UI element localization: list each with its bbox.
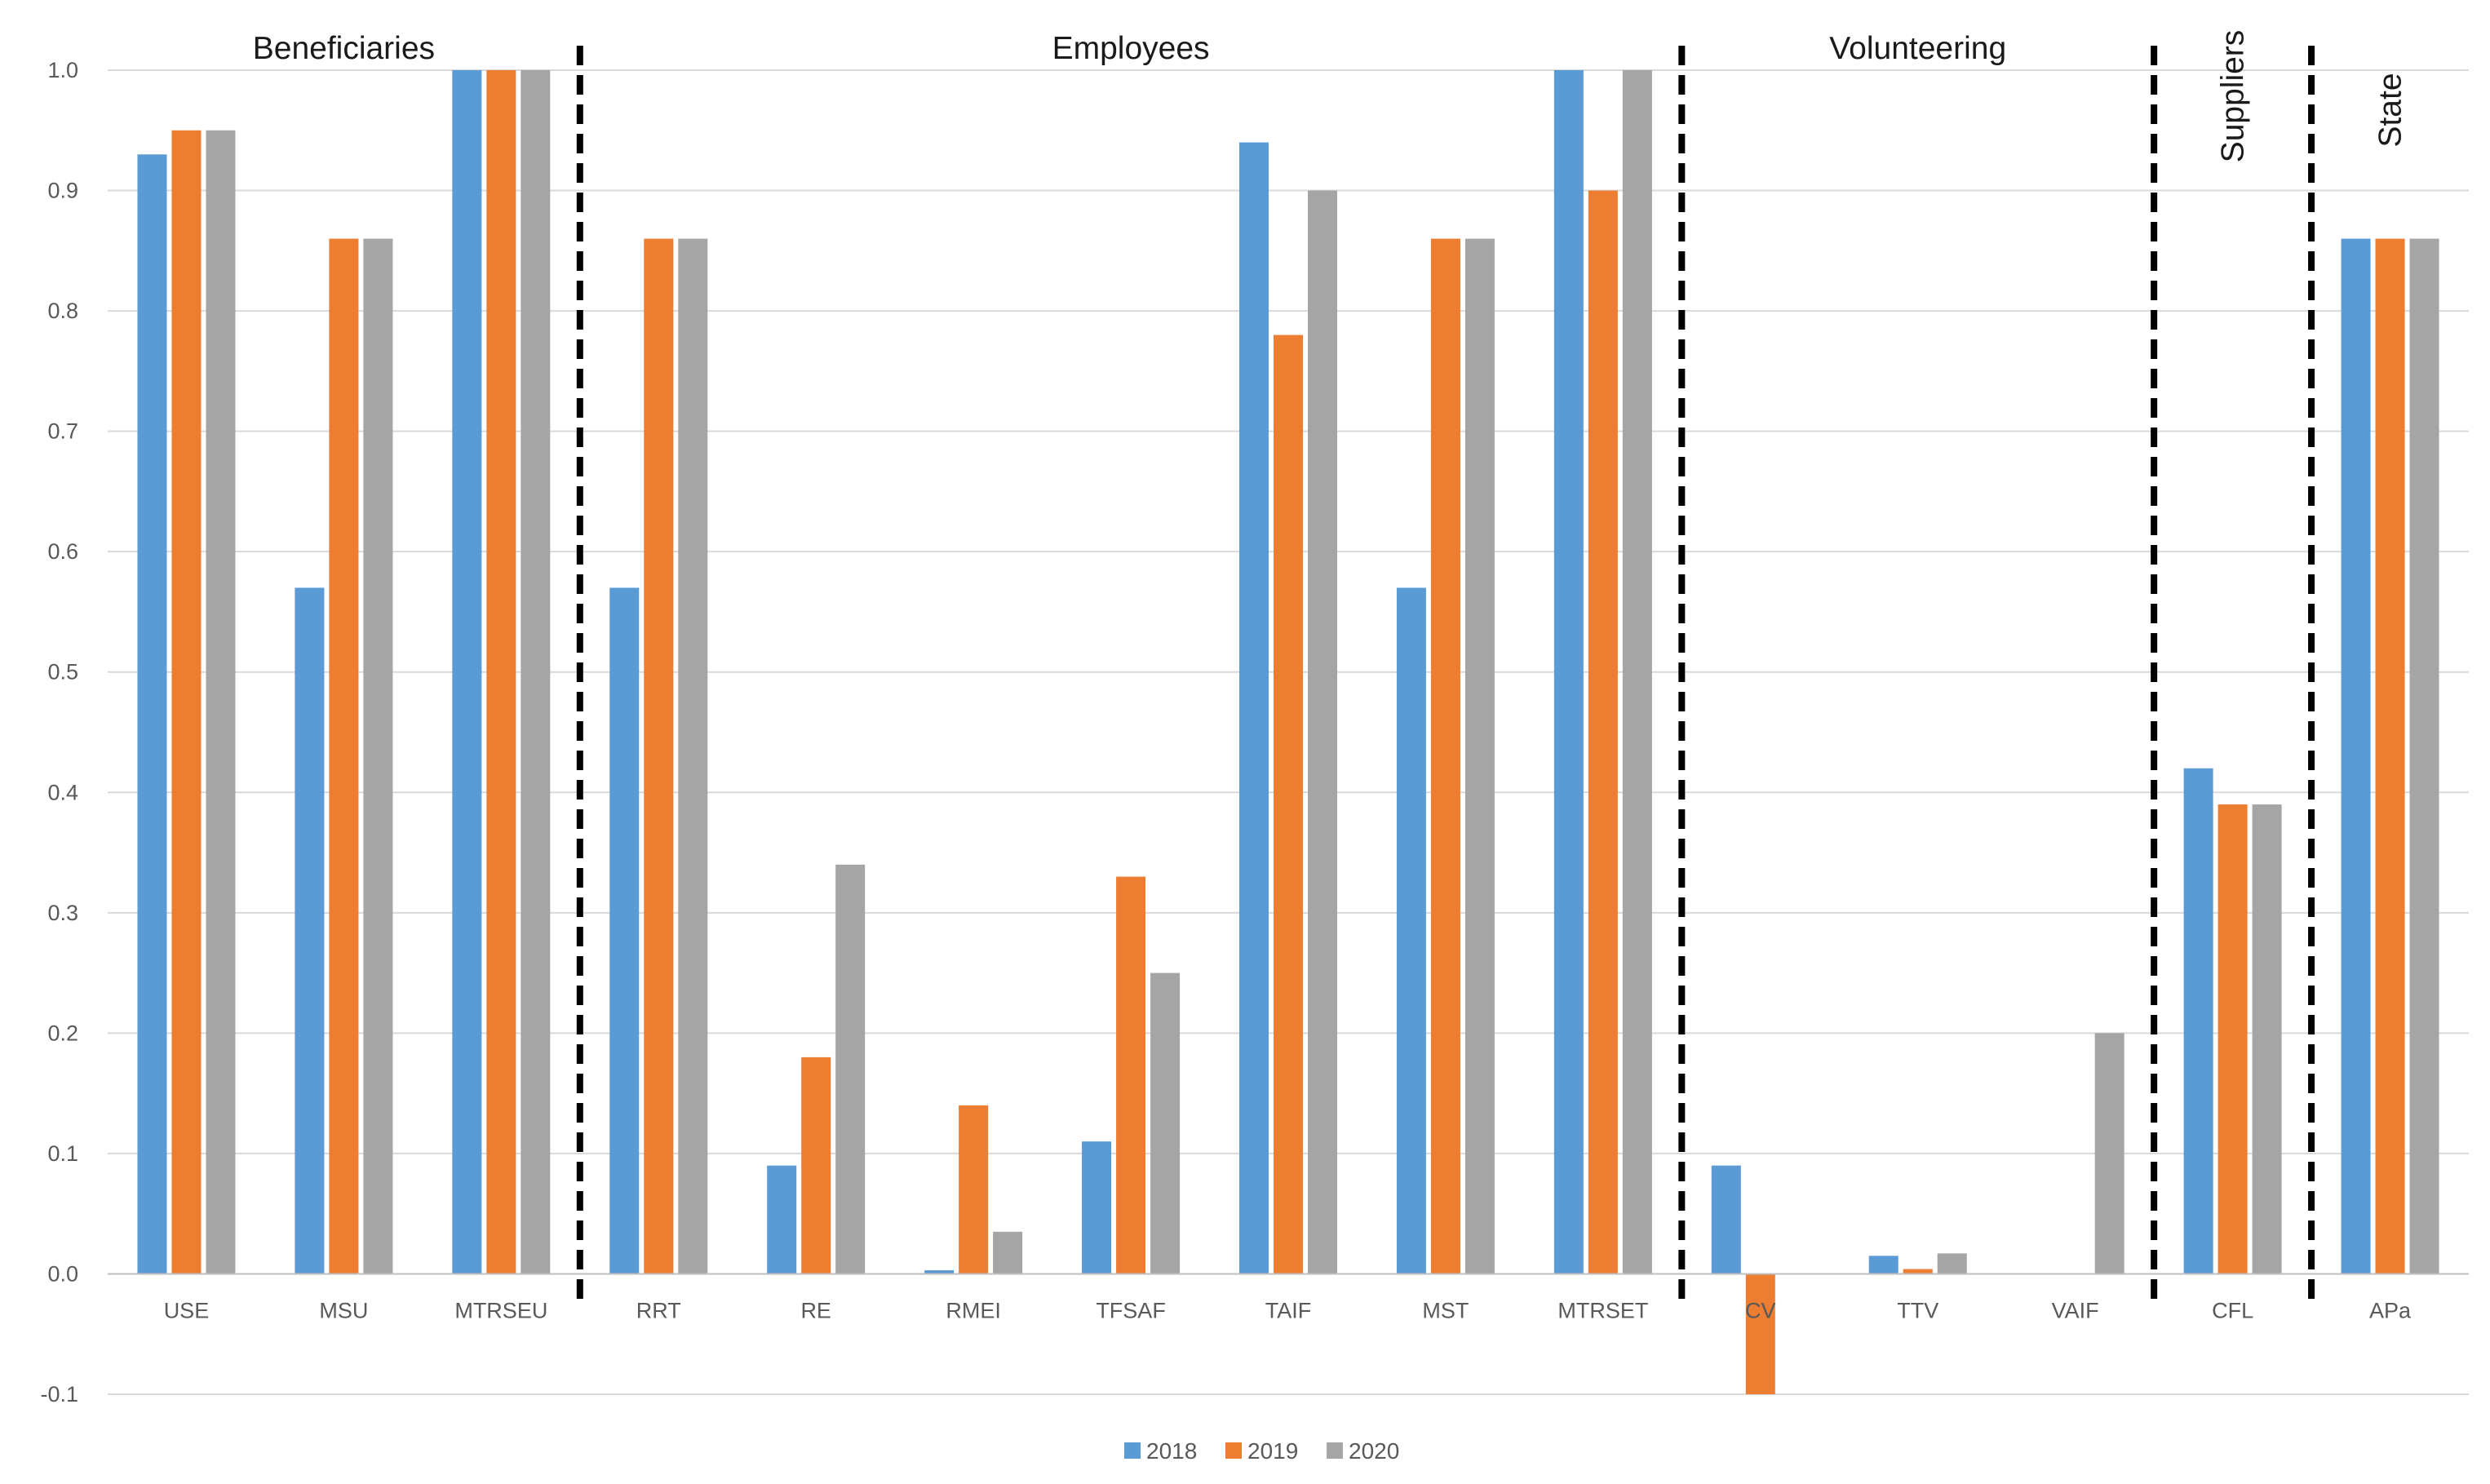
bar-2018-MST	[1396, 587, 1426, 1274]
bar-2019-MTRSEU	[486, 70, 516, 1274]
bar-2019-MTRSET	[1588, 190, 1618, 1274]
legend-label-2020: 2020	[1349, 1438, 1399, 1464]
bar-2020-VAIF	[2094, 1033, 2124, 1274]
bar-2020-MSU	[363, 238, 393, 1274]
bar-2019-MSU	[329, 238, 359, 1274]
y-tick-label: 0.1	[47, 1141, 78, 1166]
bar-2019-RMEI	[959, 1105, 989, 1274]
x-tick-label: MSU	[319, 1298, 368, 1322]
y-tick-label: 0.0	[47, 1261, 78, 1286]
bar-2018-TFSAF	[1082, 1141, 1112, 1274]
bar-2020-APa	[2409, 238, 2439, 1274]
y-tick-label: 0.9	[47, 179, 78, 203]
x-tick-label: MTRSEU	[454, 1298, 547, 1322]
bar-2019-APa	[2375, 238, 2405, 1274]
bar-2018-MTRSEU	[452, 70, 482, 1274]
y-tick-label: 0.7	[47, 419, 78, 444]
bar-2020-MST	[1464, 238, 1495, 1274]
bar-2020-RRT	[678, 238, 708, 1274]
x-tick-label: USE	[164, 1298, 210, 1322]
bar-2019-TTV	[1903, 1269, 1933, 1274]
bar-2018-RMEI	[924, 1270, 955, 1274]
group-label-employees: Employees	[1052, 31, 1210, 66]
bar-2019-TAIF	[1274, 334, 1303, 1274]
group-dividers	[576, 46, 2315, 1299]
bar-2020-CFL	[2252, 804, 2282, 1274]
x-tick-label: TFSAF	[1096, 1298, 1166, 1322]
y-tick-label: 1.0	[47, 58, 78, 82]
bar-2019-MST	[1430, 238, 1460, 1274]
y-tick-label: 0.6	[47, 539, 78, 564]
bar-2020-TTV	[1937, 1253, 1967, 1274]
bar-2018-APa	[2341, 238, 2371, 1274]
x-tick-label: APa	[2369, 1298, 2412, 1322]
x-tick-label: RE	[800, 1298, 831, 1322]
y-tick-label: 0.8	[47, 299, 78, 323]
y-axis-tick-labels: -0.1 0.0 0.1 0.2 0.3 0.4 0.5 0.6 0.7 0.8 0.9 1.0	[40, 58, 78, 1406]
y-tick-label: 0.2	[47, 1021, 78, 1045]
bar-2019-RRT	[644, 238, 674, 1274]
bar-2019-CFL	[2218, 804, 2248, 1274]
x-tick-label: VAIF	[2052, 1298, 2099, 1322]
x-axis-tick-labels: USE MSU MTRSEU RRT RE RMEI TFSAF TAIF MST MTRSET C…	[164, 1298, 2412, 1322]
y-tick-label: 0.4	[47, 780, 78, 804]
bar-2020-MTRSEU	[521, 70, 551, 1274]
legend-swatch-2019	[1225, 1442, 1242, 1459]
bar-2018-USE	[137, 154, 167, 1274]
y-tick-label: 0.3	[47, 901, 78, 925]
bar-2018-TAIF	[1239, 142, 1269, 1274]
bar-2019-CV	[1745, 1274, 1775, 1394]
bar-2018-CV	[1711, 1165, 1741, 1274]
bar-2019-RE	[801, 1057, 831, 1274]
bar-2018-CFL	[2183, 768, 2213, 1274]
y-tick-label: 0.5	[47, 660, 78, 684]
x-tick-label: TAIF	[1265, 1298, 1312, 1322]
group-label-suppliers: Suppliers	[2216, 30, 2251, 163]
x-tick-label: MST	[1422, 1298, 1469, 1322]
x-tick-label: RMEI	[946, 1298, 1001, 1322]
group-label-volunteering: Volunteering	[1829, 31, 2006, 66]
bar-2020-TAIF	[1308, 190, 1337, 1274]
bars	[137, 70, 2439, 1394]
legend-label-2018: 2018	[1146, 1438, 1197, 1464]
bar-2019-USE	[171, 130, 202, 1274]
bar-2020-USE	[206, 130, 236, 1274]
legend-swatch-2020	[1327, 1442, 1343, 1459]
bar-2020-RE	[835, 864, 866, 1274]
x-tick-label: TTV	[1897, 1298, 1938, 1322]
bar-2019-TFSAF	[1116, 876, 1146, 1274]
bar-2018-TTV	[1868, 1256, 1899, 1274]
bar-2018-RE	[767, 1165, 797, 1274]
bar-2020-TFSAF	[1150, 972, 1181, 1274]
bar-2018-MTRSET	[1553, 70, 1584, 1274]
x-tick-label: CFL	[2212, 1298, 2253, 1322]
bar-2020-RMEI	[993, 1231, 1023, 1274]
bar-2020-MTRSET	[1622, 70, 1652, 1274]
group-label-state: State	[2373, 73, 2408, 147]
x-tick-label: MTRSET	[1557, 1298, 1648, 1322]
x-tick-label: CV	[1745, 1298, 1776, 1322]
bar-2018-RRT	[609, 587, 640, 1274]
y-tick-label: -0.1	[40, 1382, 78, 1406]
group-label-beneficiaries: Beneficiaries	[253, 31, 435, 66]
legend-label-2019: 2019	[1247, 1438, 1298, 1464]
legend: 2018 2019 2020	[1124, 1438, 1399, 1464]
bar-2018-MSU	[295, 587, 325, 1274]
x-tick-label: RRT	[636, 1298, 681, 1322]
legend-swatch-2018	[1124, 1442, 1141, 1459]
group-labels: Beneficiaries Employees Volunteering Suppli…	[253, 30, 2408, 163]
